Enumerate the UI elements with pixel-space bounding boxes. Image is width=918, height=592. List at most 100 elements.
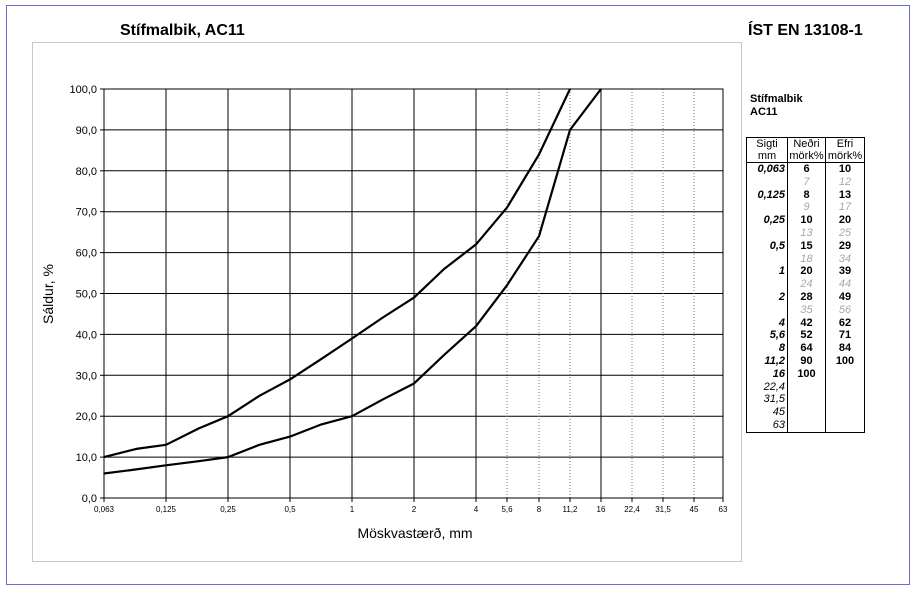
lower-limit-point [381,399,383,401]
table-cell-lower: 90 [787,354,826,368]
table-cell-upper: 56 [825,303,865,317]
x-tick-label: 4 [474,505,479,514]
x-tick-label: 0,25 [220,505,236,514]
table-cell-upper [825,367,865,381]
series-lines [103,88,602,475]
upper-limit-point [538,153,540,156]
y-tick-label: 60,0 [76,248,97,260]
chart-title: Stífmalbik, AC11 [120,22,245,39]
lower-limit-point [475,325,477,328]
table-cell-lower [787,393,826,407]
table-cell-sieve [746,252,788,266]
y-tick-label: 30,0 [76,370,97,382]
lower-limit-point [506,284,508,287]
header-lower-line2: mörk% [789,150,824,162]
table-cell-upper: 100 [825,354,865,368]
table-row: 1 20 39 [746,265,865,279]
table-cell-upper [825,393,865,407]
table-cell-sieve: 1 [746,265,788,279]
table-cell-lower: 100 [787,367,826,381]
table-cell-lower [787,418,826,433]
table-cell-lower [787,406,826,419]
table-cell-lower: 10 [787,214,826,227]
header-sieve-line1: Sigti [756,138,778,150]
table-cell-upper: 49 [825,290,865,304]
table-cell-sieve [746,201,788,215]
table-cell-sieve: 11,2 [746,354,788,368]
table-row: 8 64 84 [746,342,865,355]
upper-limit-point [351,337,353,340]
lower-limit-point [165,464,167,467]
y-tick-label: 0,0 [82,493,97,505]
table-cell-upper [825,380,865,394]
table-cell-sieve: 8 [746,342,788,355]
table-cell-sieve [746,226,788,240]
lower-limit-point [197,460,200,462]
table-row: 63 [746,418,865,433]
x-tick-label: 1 [350,505,355,514]
table-row: 7 12 [746,175,865,189]
table-cell-upper: 20 [825,214,865,227]
table-cell-sieve: 5,6 [746,329,788,343]
x-tick-label: 0,063 [94,505,115,514]
table-cell-lower: 35 [787,303,826,317]
table-row: 35 56 [746,303,865,317]
table-cell-lower: 18 [787,252,826,266]
table-cell-upper: 25 [825,226,865,240]
table-row: 4 42 62 [746,316,865,330]
y-tick-label: 20,0 [76,411,97,423]
table-cell-sieve [746,303,788,317]
table-row: 22,4 [746,380,865,394]
lower-limit-point [320,423,323,426]
plot-border [103,88,724,499]
table-title-line1: Stífmalbik [750,93,803,105]
table-cell-lower: 42 [787,316,826,330]
table-row: 9 17 [746,201,865,215]
upper-limit-point [413,296,415,299]
table-cell-upper [825,418,865,433]
table-cell-sieve: 2 [746,290,788,304]
header-upper: Efri mörk% [825,137,865,163]
table-row: 0,5 15 29 [746,239,865,253]
table-cell-lower: 9 [787,201,826,215]
page-frame [6,5,910,585]
x-tick-label: 0,5 [284,505,296,514]
table-cell-sieve: 31,5 [746,393,788,407]
x-tick-label: 45 [690,505,699,514]
table-cell-lower: 13 [787,226,826,240]
table-row: 31,5 [746,393,865,407]
y-tick-label: 100,0 [69,84,97,96]
x-tick-labels: 0,063 0,125 0,25 0,5 1 2 4 5,6 8 11,2 16 22,4 31,5 45… [94,505,728,514]
y-tick-label: 80,0 [76,166,97,178]
x-tick-label: 31,5 [655,505,671,514]
table-cell-upper [825,406,865,419]
table-cell-lower: 28 [787,290,826,304]
y-tick-labels: 0,0 10,0 20,0 30,0 40,0 50,0 60,0 70,0 80,0 90,0 1… [69,84,97,505]
upper-limit-line [103,88,571,459]
lower-limit-point [569,129,571,131]
table-cell-lower: 24 [787,278,826,291]
grid [100,88,724,502]
table-row: 11,2 90 100 [746,354,865,368]
lower-limit-point [289,435,291,438]
x-tick-label: 22,4 [624,505,640,514]
lower-limit-point [135,468,138,471]
table-row: 2 28 49 [746,290,865,304]
table-row: 24 44 [746,278,865,291]
y-tick-label: 70,0 [76,207,97,219]
table-cell-sieve: 0,25 [746,214,788,227]
upper-limit-point [197,427,200,430]
sieve-table: Sigti mm Neðri mörk% Efri mörk% 0,063 6 10… [746,137,865,433]
upper-limit-point [135,448,138,450]
table-title-line2: AC11 [750,106,778,118]
table-cell-lower: 7 [787,175,826,189]
table-cell-lower: 64 [787,342,826,355]
table-cell-upper: 84 [825,342,865,355]
upper-limit-point [258,394,261,397]
table-body: 0,063 6 10 7 12 0,125 8 13 9 17 0,25 10 20 13 25 0,5 15 2… [746,162,865,433]
table-row: 13 25 [746,226,865,240]
x-tick-label: 2 [412,505,417,514]
upper-limit-point [289,378,291,381]
upper-limit-point [103,456,105,458]
